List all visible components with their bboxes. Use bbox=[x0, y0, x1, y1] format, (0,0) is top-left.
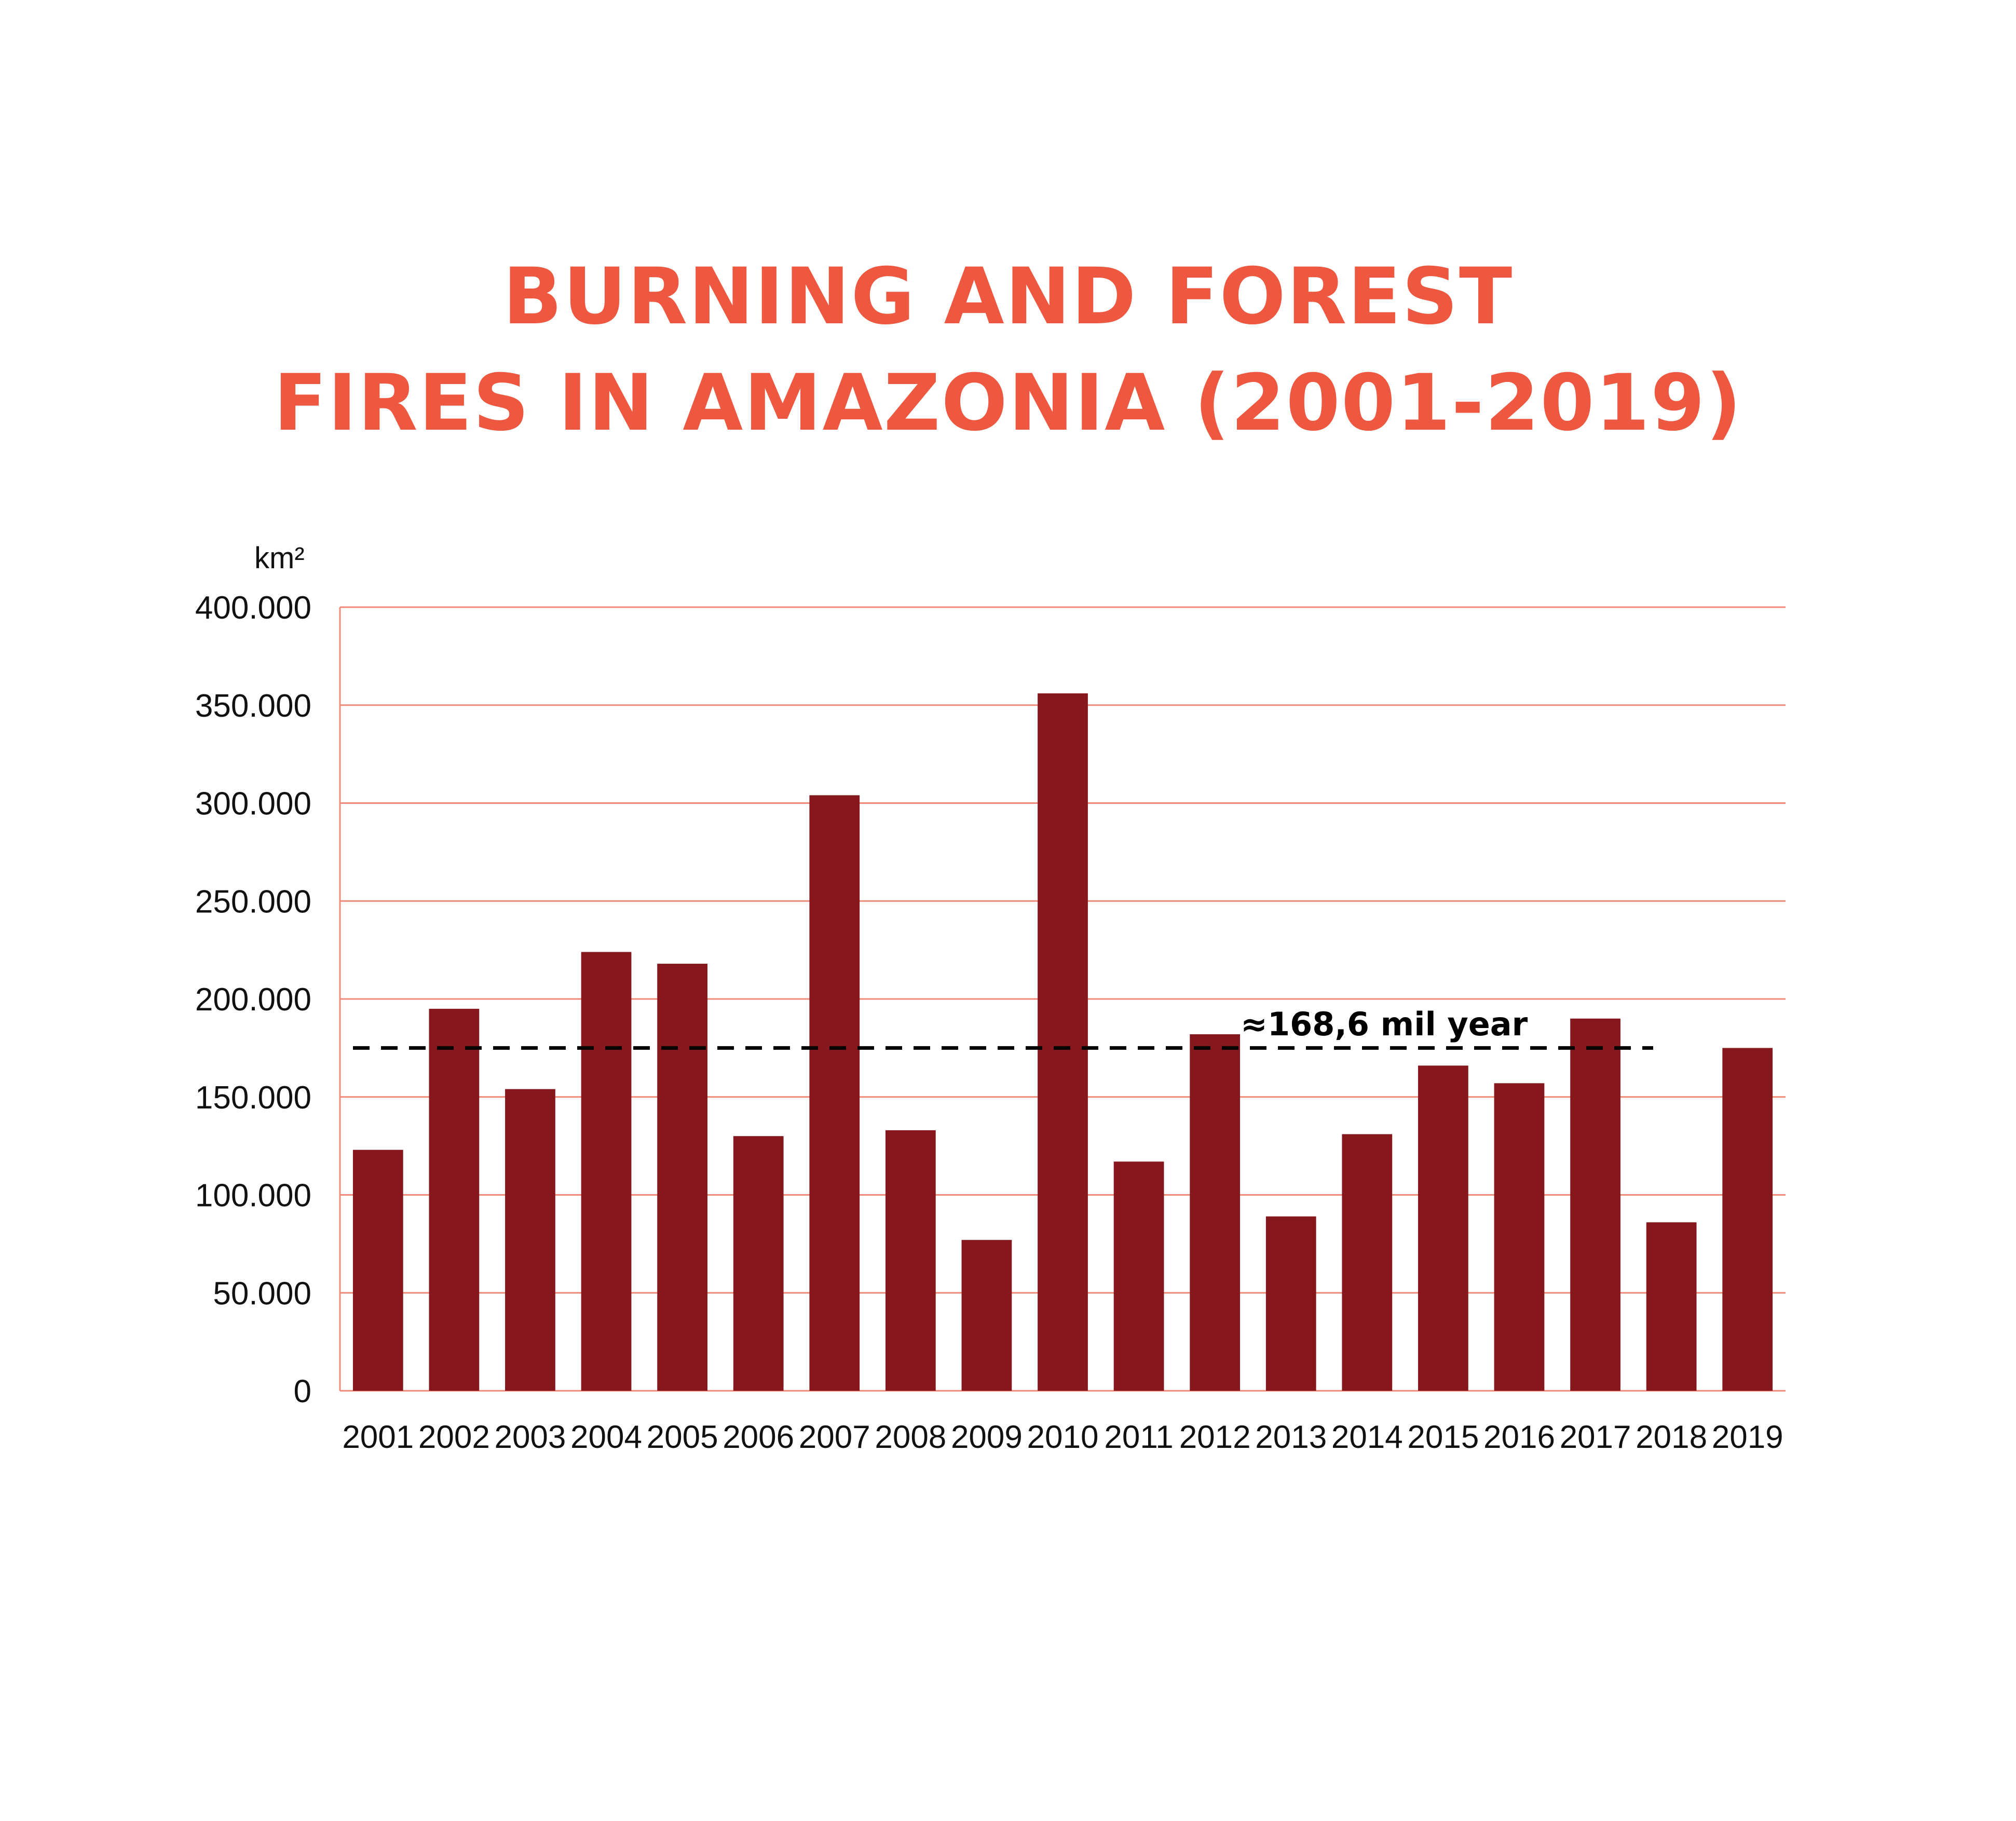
x-tick-label: 2001 bbox=[342, 1419, 414, 1455]
bar-2005 bbox=[657, 964, 707, 1391]
bar-2002 bbox=[429, 1008, 480, 1391]
bar-2019 bbox=[1722, 1048, 1773, 1391]
bar-2013 bbox=[1265, 1216, 1316, 1391]
reference-line-label: ≈168,6 mil year bbox=[1241, 1005, 1528, 1043]
bar-2007 bbox=[809, 795, 860, 1391]
bar-2012 bbox=[1190, 1034, 1241, 1391]
bar-2011 bbox=[1113, 1161, 1164, 1391]
x-tick-label: 2014 bbox=[1331, 1419, 1403, 1455]
y-tick-label: 100.000 bbox=[195, 1178, 311, 1214]
y-tick-labels: 0 50.000 100.000 150.000 200.000 250.000 300.0… bbox=[195, 590, 311, 1409]
x-tick-label: 2004 bbox=[570, 1419, 642, 1455]
bar-2006 bbox=[733, 1136, 784, 1391]
x-tick-label: 2017 bbox=[1560, 1419, 1631, 1455]
y-tick-label: 300.000 bbox=[195, 786, 311, 822]
bar-2003 bbox=[505, 1089, 555, 1391]
x-tick-label: 2018 bbox=[1636, 1419, 1707, 1455]
x-tick-label: 2005 bbox=[647, 1419, 718, 1455]
x-tick-label: 2007 bbox=[799, 1419, 870, 1455]
y-tick-label: 50.000 bbox=[213, 1276, 311, 1311]
x-tick-label: 2002 bbox=[418, 1419, 490, 1455]
y-tick-label: 400.000 bbox=[195, 590, 311, 626]
y-tick-label: 250.000 bbox=[195, 884, 311, 920]
chart-title-line-1: BURNING AND FOREST bbox=[502, 252, 1514, 342]
y-tick-label: 350.000 bbox=[195, 688, 311, 724]
bar-2018 bbox=[1646, 1222, 1697, 1391]
bar-2009 bbox=[961, 1240, 1012, 1391]
y-tick-label: 0 bbox=[294, 1374, 311, 1409]
x-tick-label: 2006 bbox=[723, 1419, 794, 1455]
x-tick-labels: 2001 2002 2003 2004 2005 2006 2007 2008 2009 2010… bbox=[342, 1419, 1783, 1455]
y-axis-unit-label: km² bbox=[254, 541, 305, 575]
bar-2008 bbox=[885, 1130, 936, 1391]
y-tick-label: 200.000 bbox=[195, 982, 311, 1018]
x-tick-label: 2008 bbox=[875, 1419, 946, 1455]
bar-2017 bbox=[1570, 1018, 1620, 1391]
chart-title-line-2: FIRES IN AMAZONIA (2001-2019) bbox=[274, 358, 1742, 448]
x-tick-label: 2012 bbox=[1179, 1419, 1251, 1455]
x-tick-label: 2003 bbox=[494, 1419, 566, 1455]
x-tick-label: 2016 bbox=[1483, 1419, 1555, 1455]
x-tick-label: 2010 bbox=[1027, 1419, 1099, 1455]
bar-2001 bbox=[352, 1149, 403, 1391]
x-tick-label: 2011 bbox=[1104, 1419, 1173, 1455]
x-tick-label: 2015 bbox=[1407, 1419, 1479, 1455]
x-tick-label: 2019 bbox=[1712, 1419, 1783, 1455]
reference-line-group: ≈168,6 mil year bbox=[353, 1005, 1653, 1050]
x-tick-label: 2009 bbox=[951, 1419, 1023, 1455]
y-tick-label: 150.000 bbox=[195, 1080, 311, 1116]
bar-2010 bbox=[1038, 693, 1088, 1391]
bar-2016 bbox=[1494, 1083, 1545, 1391]
x-tick-label: 2013 bbox=[1255, 1419, 1327, 1455]
bar-2014 bbox=[1342, 1134, 1393, 1391]
bar-2004 bbox=[581, 952, 632, 1391]
bars bbox=[352, 693, 1773, 1391]
bar-2015 bbox=[1418, 1065, 1468, 1391]
